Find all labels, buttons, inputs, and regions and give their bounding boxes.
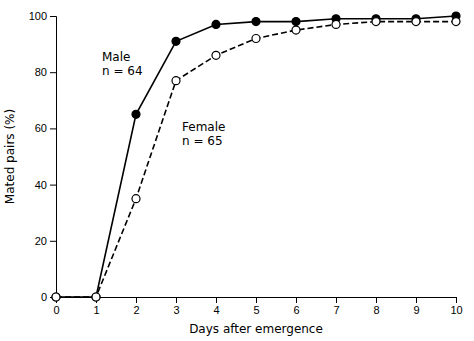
x-axis-tick: 5 bbox=[253, 297, 259, 316]
point bbox=[372, 18, 380, 26]
tick-label: 100 bbox=[29, 10, 47, 22]
series bbox=[52, 12, 460, 301]
annotation: Malen = 64 bbox=[102, 50, 143, 78]
tick-label: 80 bbox=[35, 66, 47, 78]
x-axis-title: Days after emergence bbox=[189, 322, 323, 336]
tick-label: 40 bbox=[35, 179, 47, 191]
tick-mark bbox=[256, 297, 257, 303]
tick-label: 20 bbox=[35, 235, 47, 247]
x-axis-tick: 7 bbox=[333, 297, 339, 316]
x-axis-tick: 2 bbox=[133, 297, 139, 316]
x-axis-tick: 3 bbox=[173, 297, 179, 316]
annotation-line: Male bbox=[102, 50, 130, 64]
tick-label: 0 bbox=[41, 291, 47, 303]
y-axis-tick: 20 bbox=[35, 235, 56, 247]
x-axis: 0 1 2 3 4 5 6 7 8 9 10 bbox=[53, 297, 462, 316]
x-axis-tick: 10 bbox=[450, 297, 462, 316]
point bbox=[172, 37, 180, 45]
tick-mark bbox=[216, 297, 217, 303]
tick-mark bbox=[136, 297, 137, 303]
tick-mark bbox=[176, 297, 177, 303]
annotation: Femalen = 65 bbox=[182, 120, 225, 148]
tick-mark bbox=[416, 297, 417, 303]
y-axis-tick: 40 bbox=[35, 179, 56, 191]
chart: 012345678910020406080100Malen = 64Female… bbox=[0, 0, 474, 341]
tick-mark bbox=[376, 297, 377, 303]
tick-label: 60 bbox=[35, 122, 47, 134]
tick-label: 6 bbox=[293, 304, 299, 316]
point bbox=[292, 26, 300, 34]
tick-label: 9 bbox=[413, 304, 419, 316]
series bbox=[52, 18, 460, 301]
point bbox=[212, 20, 220, 28]
point bbox=[52, 293, 60, 301]
tick-label: 2 bbox=[133, 304, 139, 316]
x-axis-tick: 6 bbox=[293, 297, 299, 316]
x-axis-tick: 8 bbox=[373, 297, 379, 316]
tick-label: 5 bbox=[253, 304, 259, 316]
annotation-line: Female bbox=[182, 120, 225, 134]
x-axis-line bbox=[57, 298, 457, 304]
tick-mark bbox=[50, 16, 56, 17]
y-axis-tick: 100 bbox=[29, 10, 56, 22]
line bbox=[56, 22, 456, 297]
annotations: Malen = 64 Femalen = 65 bbox=[102, 50, 225, 149]
point bbox=[332, 20, 340, 28]
tick-label: 8 bbox=[373, 304, 379, 316]
plot: 012345678910020406080100Malen = 64Female… bbox=[29, 10, 463, 316]
tick-label: 1 bbox=[93, 304, 99, 316]
x-axis-tick: 9 bbox=[413, 297, 419, 316]
point bbox=[92, 293, 100, 301]
tick-mark bbox=[336, 297, 337, 303]
line bbox=[56, 16, 456, 297]
point bbox=[92, 293, 100, 301]
y-axis: 0 20 40 60 80 100 bbox=[29, 10, 57, 303]
point bbox=[132, 195, 140, 203]
annotation-line: n = 65 bbox=[182, 134, 223, 148]
point bbox=[252, 18, 260, 26]
tick-mark bbox=[456, 297, 457, 303]
y-axis-title: Mated pairs (%) bbox=[3, 109, 17, 204]
point bbox=[132, 110, 140, 118]
tick-label: 4 bbox=[213, 304, 219, 316]
tick-label: 7 bbox=[333, 304, 339, 316]
y-axis-tick: 60 bbox=[35, 122, 56, 134]
annotation-line: n = 64 bbox=[102, 64, 143, 78]
tick-mark bbox=[50, 241, 56, 242]
point bbox=[412, 18, 420, 26]
series-group bbox=[52, 12, 460, 301]
tick-label: 10 bbox=[450, 304, 462, 316]
point bbox=[52, 293, 60, 301]
tick-mark bbox=[50, 72, 56, 73]
point bbox=[292, 18, 300, 26]
tick-mark bbox=[50, 185, 56, 186]
point bbox=[172, 77, 180, 85]
tick-label: 0 bbox=[53, 304, 59, 316]
x-axis-tick: 4 bbox=[213, 297, 219, 316]
y-axis-tick: 80 bbox=[35, 66, 56, 78]
tick-mark bbox=[50, 128, 56, 129]
tick-label: 3 bbox=[173, 304, 179, 316]
tick-mark bbox=[296, 297, 297, 303]
point bbox=[252, 34, 260, 42]
point bbox=[452, 18, 460, 26]
y-axis-line bbox=[50, 17, 57, 298]
point bbox=[212, 51, 220, 59]
